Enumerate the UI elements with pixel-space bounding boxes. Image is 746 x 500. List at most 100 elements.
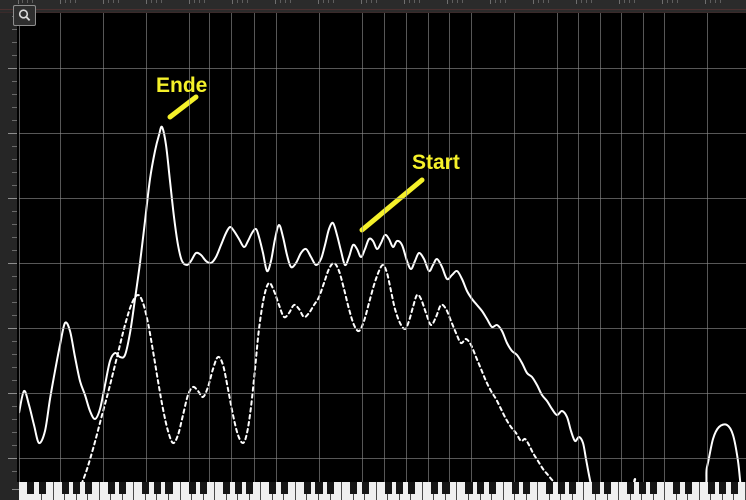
vertical-gridline	[406, 13, 407, 487]
piano-white-key[interactable]	[607, 482, 620, 500]
top-ruler-minor-mark	[242, 0, 243, 3]
piano-black-key[interactable]	[546, 482, 554, 494]
top-ruler-tick	[146, 0, 147, 4]
ende-label: Ende	[156, 74, 208, 97]
top-ruler-minor-mark	[151, 0, 152, 3]
start-pointer-line	[359, 177, 425, 233]
top-ruler-tick	[619, 0, 620, 4]
piano-black-key[interactable]	[26, 482, 35, 494]
piano-white-key[interactable]	[169, 482, 181, 500]
vertical-gridline	[276, 13, 277, 487]
left-ruler-minor-tick	[12, 367, 17, 368]
spectrum-plot[interactable]	[19, 13, 746, 500]
piano-white-key[interactable]	[284, 482, 296, 500]
zoom-button[interactable]	[13, 5, 36, 26]
top-ruler-tick	[576, 0, 577, 4]
series-ende-dotted	[19, 261, 746, 500]
top-ruler-minor-mark	[108, 0, 109, 3]
vertical-gridline	[600, 13, 601, 487]
piano-black-key[interactable]	[84, 482, 92, 494]
piano-black-key[interactable]	[407, 482, 415, 494]
vertical-gridline	[362, 13, 363, 487]
piano-black-key[interactable]	[303, 482, 312, 494]
piano-white-key[interactable]	[203, 482, 216, 500]
piano-black-key[interactable]	[326, 482, 335, 494]
left-ruler-minor-tick	[12, 185, 17, 186]
piano-black-key[interactable]	[707, 482, 715, 494]
left-ruler-major-tick	[8, 133, 17, 134]
piano-black-key[interactable]	[361, 482, 369, 494]
vertical-gridline	[664, 13, 665, 487]
piano-black-key[interactable]	[673, 482, 681, 494]
piano-white-key[interactable]	[42, 482, 54, 500]
left-ruler[interactable]: 0000000	[0, 13, 18, 500]
piano-black-key[interactable]	[430, 482, 438, 494]
top-ruler-minor-mark	[113, 0, 114, 3]
piano-black-key[interactable]	[107, 482, 115, 494]
left-ruler-minor-tick	[12, 55, 17, 56]
top-ruler-minor-mark	[333, 0, 334, 3]
piano-black-key[interactable]	[153, 482, 162, 494]
piano-black-key[interactable]	[396, 482, 404, 494]
piano-white-key[interactable]	[572, 482, 585, 500]
piano-white-key[interactable]	[88, 482, 100, 500]
piano-white-key[interactable]	[411, 482, 423, 500]
top-ruler-minor-mark	[419, 0, 420, 3]
piano-black-key[interactable]	[523, 482, 531, 494]
vertical-gridline	[319, 13, 320, 487]
piano-black-key[interactable]	[488, 482, 496, 494]
piano-white-key[interactable]	[492, 482, 504, 500]
top-ruler-minor-mark	[65, 0, 66, 3]
piano-black-key[interactable]	[638, 482, 646, 494]
left-ruler-minor-tick	[12, 146, 17, 147]
piano-black-key[interactable]	[200, 482, 208, 494]
piano-black-key[interactable]	[350, 482, 358, 494]
piano-black-key[interactable]	[188, 482, 196, 494]
piano-black-key[interactable]	[73, 482, 81, 494]
piano-black-key[interactable]	[234, 482, 242, 494]
top-ruler-tick	[662, 0, 663, 4]
left-ruler-major-tick	[8, 458, 17, 459]
top-ruler-minor-mark	[548, 0, 549, 3]
piano-black-key[interactable]	[557, 482, 565, 494]
piano-white-key[interactable]	[365, 482, 377, 500]
piano-white-key[interactable]	[653, 482, 666, 500]
top-ruler-minor-mark	[247, 0, 248, 3]
piano-black-key[interactable]	[384, 482, 392, 494]
piano-black-key[interactable]	[223, 482, 231, 494]
piano-black-key[interactable]	[730, 482, 739, 494]
piano-black-key[interactable]	[603, 482, 612, 494]
piano-black-key[interactable]	[719, 482, 727, 494]
piano-black-key[interactable]	[165, 482, 173, 494]
top-ruler[interactable]	[0, 0, 746, 13]
piano-black-key[interactable]	[592, 482, 600, 494]
piano-black-key[interactable]	[119, 482, 127, 494]
piano-black-key[interactable]	[684, 482, 692, 494]
left-ruler-minor-tick	[12, 471, 17, 472]
piano-white-key[interactable]	[330, 482, 343, 500]
piano-white-key[interactable]	[526, 482, 539, 500]
piano-black-key[interactable]	[246, 482, 254, 494]
piano-white-key[interactable]	[445, 482, 458, 500]
left-ruler-minor-tick	[12, 432, 17, 433]
piano-white-key[interactable]	[122, 482, 135, 500]
piano-black-key[interactable]	[269, 482, 277, 494]
piano-keyboard[interactable]	[19, 482, 746, 500]
piano-white-key[interactable]	[688, 482, 700, 500]
piano-black-key[interactable]	[477, 482, 485, 494]
piano-black-key[interactable]	[315, 482, 323, 494]
piano-black-key[interactable]	[280, 482, 288, 494]
piano-white-key[interactable]	[249, 482, 262, 500]
piano-black-key[interactable]	[569, 482, 577, 494]
vertical-gridline	[189, 13, 190, 487]
piano-black-key[interactable]	[650, 482, 658, 494]
piano-black-key[interactable]	[38, 482, 46, 494]
piano-black-key[interactable]	[465, 482, 473, 494]
piano-black-key[interactable]	[142, 482, 150, 494]
piano-black-key[interactable]	[627, 482, 635, 494]
top-ruler-tick	[232, 0, 233, 4]
piano-black-key[interactable]	[511, 482, 519, 494]
piano-black-key[interactable]	[442, 482, 450, 494]
piano-black-key[interactable]	[61, 482, 69, 494]
top-ruler-minor-mark	[27, 0, 28, 3]
